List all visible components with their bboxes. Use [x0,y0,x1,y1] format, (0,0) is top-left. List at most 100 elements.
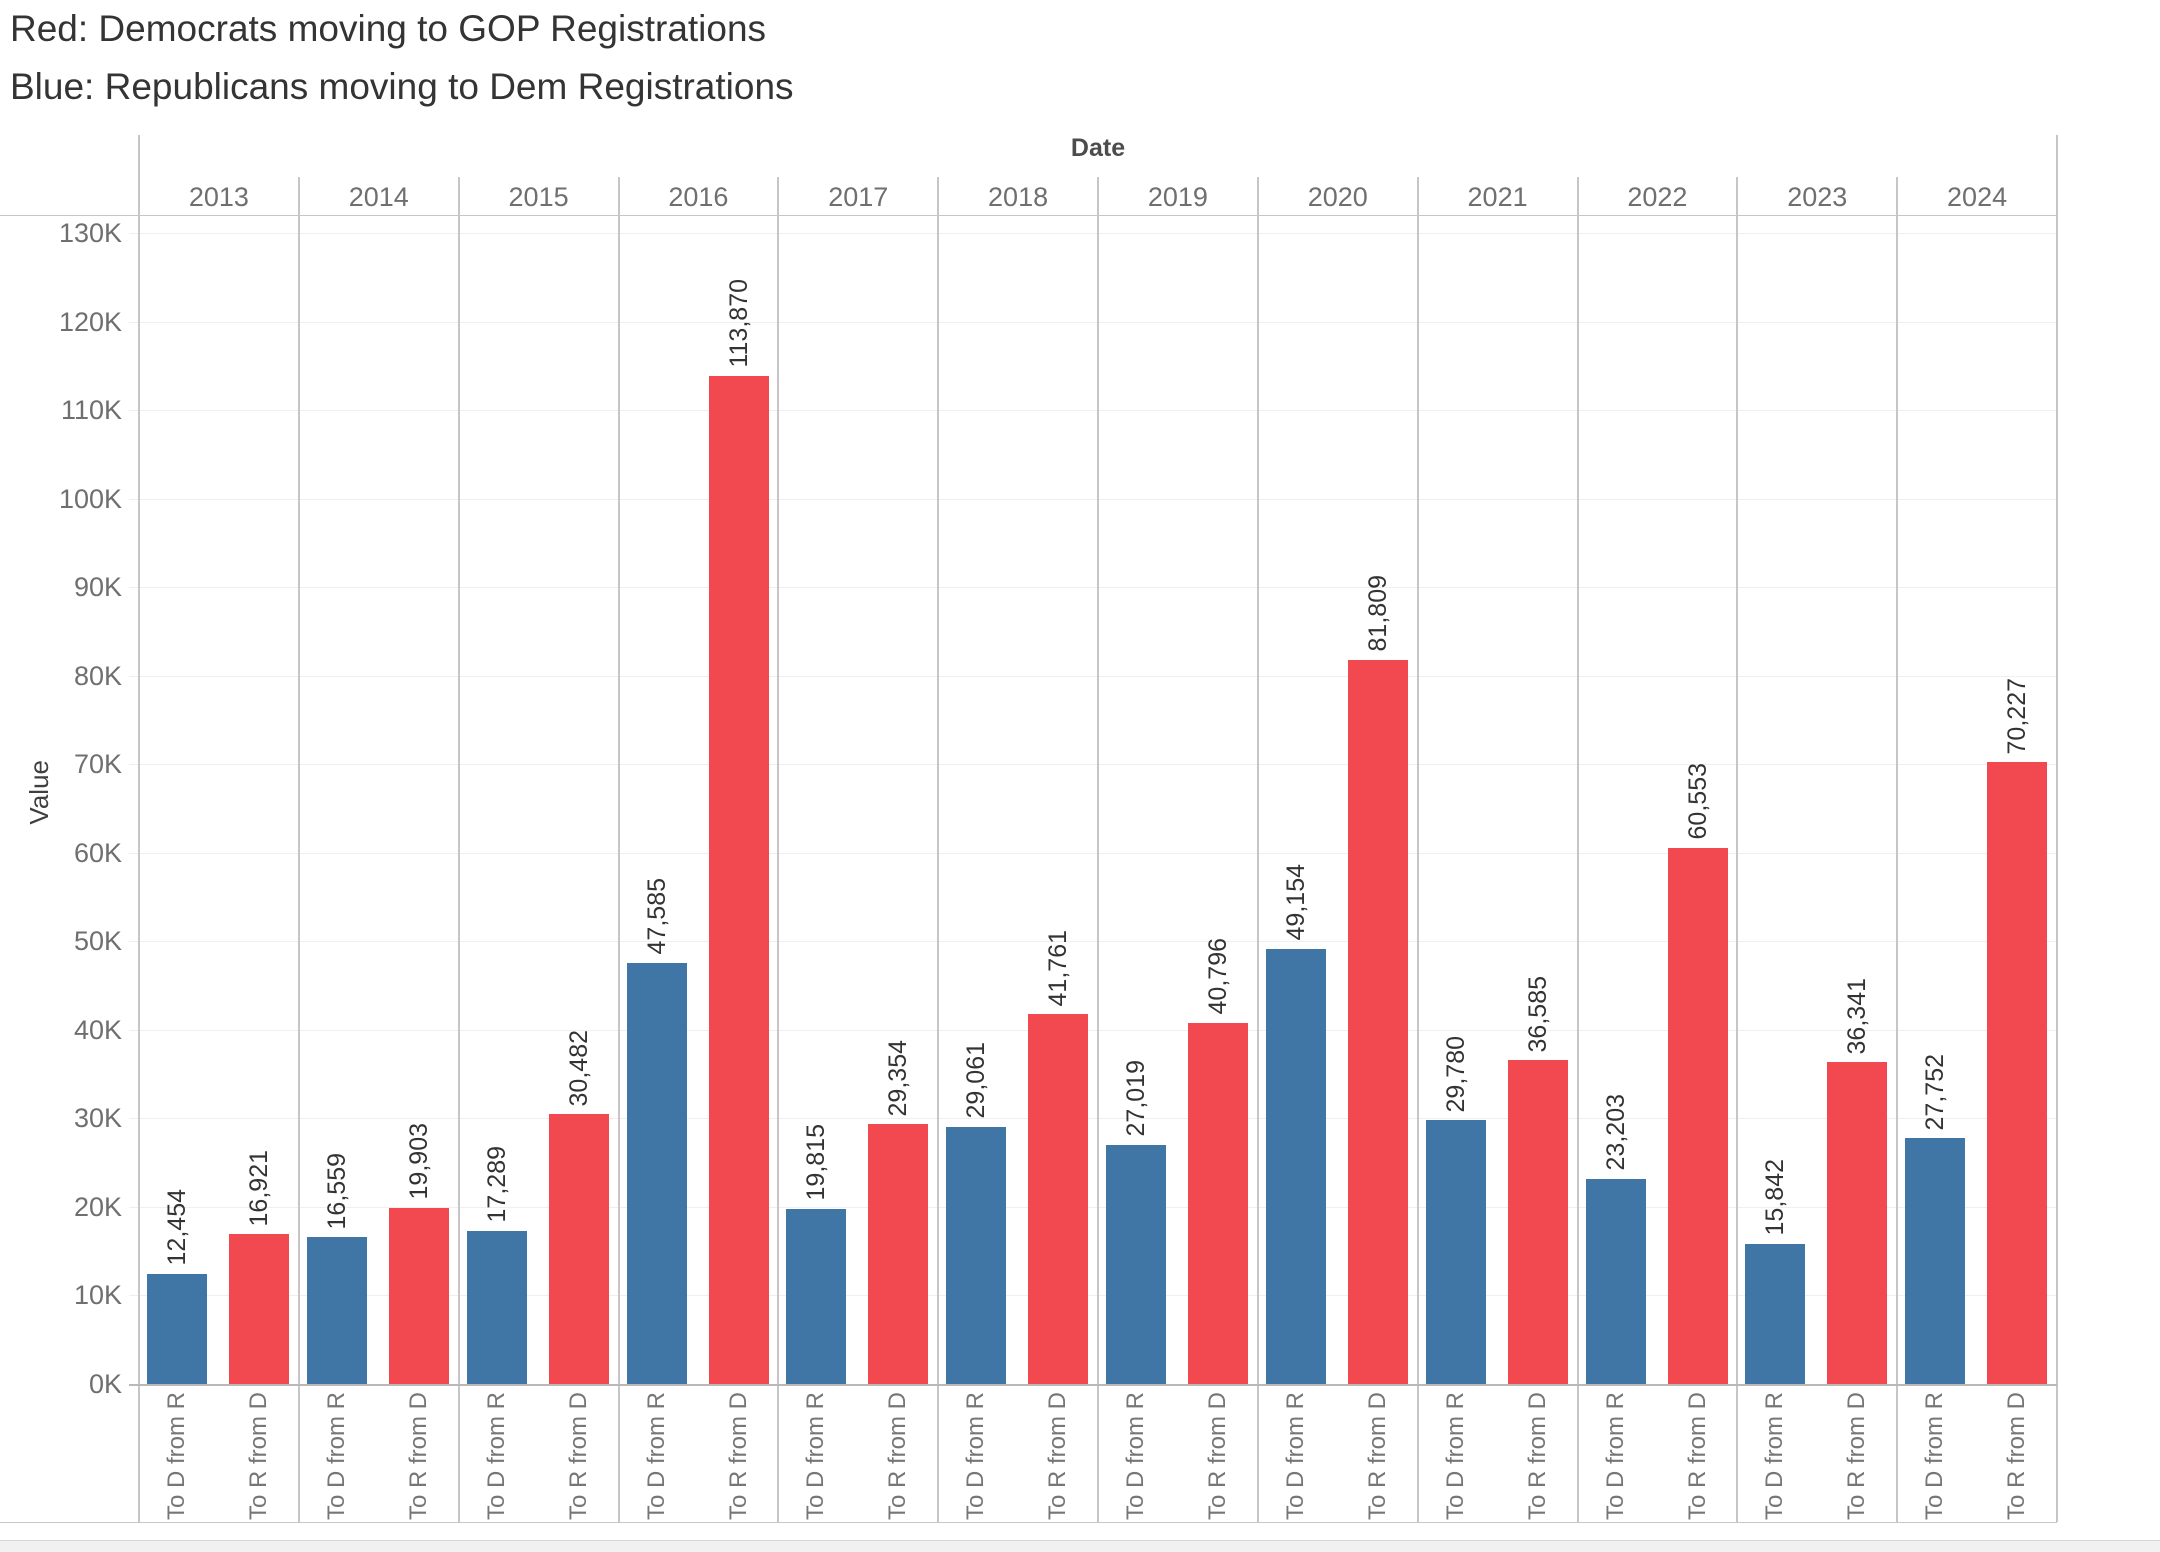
bar-value-label: 113,870 [724,279,753,368]
year-divider [1736,177,1739,1522]
gridline-40K [129,1029,2057,1031]
bar-2022-to-r-from-d[interactable] [1667,847,1728,1384]
bar-value-label: 47,585 [642,878,671,955]
year-label-2017: 2017 [828,182,889,212]
gridline-80K [129,675,2057,677]
bar-2023-to-r-from-d[interactable] [1827,1062,1888,1384]
bar-2015-to-d-from-r[interactable] [466,1230,527,1384]
gridline-60K [129,852,2057,854]
bar-2017-to-r-from-d[interactable] [868,1124,929,1384]
bar-value-label: 70,227 [2003,677,2032,755]
bar-2015-to-r-from-d[interactable] [548,1114,609,1384]
x-category-label: To R from D [2003,1392,2031,1521]
x-category-label: To D from R [482,1392,510,1521]
bar-value-label: 19,903 [404,1123,433,1200]
bar-2017-to-d-from-r[interactable] [786,1208,847,1384]
bar-value-label: 12,454 [163,1189,191,1266]
bar-2021-to-r-from-d[interactable] [1507,1060,1568,1384]
year-divider [777,177,780,1522]
bar-2020-to-r-from-d[interactable] [1347,659,1408,1384]
gridline-20K [129,1206,2057,1208]
y-tick-label-80K: 80K [73,660,122,691]
year-label-2022: 2022 [1627,182,1688,212]
x-category-label: To R from D [1044,1392,1072,1521]
y-tick-label-110K: 110K [60,395,122,426]
x-category-label: To R from D [884,1392,912,1521]
year-divider [1576,177,1579,1522]
x-category-label: To D from R [802,1392,830,1521]
y-tick-label-40K: 40K [73,1014,122,1045]
bar-2021-to-d-from-r[interactable] [1425,1120,1486,1384]
plot-border-top [0,215,2057,216]
bar-value-label: 81,809 [1363,575,1392,652]
y-tick-label-70K: 70K [73,749,122,780]
bar-2024-to-r-from-d[interactable] [1987,762,2048,1384]
x-category-label: To R from D [724,1392,752,1521]
plot-border-right [2056,135,2058,1522]
bar-value-label: 15,842 [1761,1159,1790,1236]
x-category-label: To D from R [322,1392,350,1521]
year-label-2014: 2014 [348,182,409,212]
y-tick-label-130K: 130K [58,218,122,248]
bar-value-label: 19,815 [802,1124,831,1201]
y-tick-label-10K: 10K [73,1280,122,1311]
x-category-label: To D from R [1122,1392,1149,1521]
label-area-bottom-border [0,1522,2057,1523]
bar-2020-to-d-from-r[interactable] [1265,948,1326,1384]
bar-value-label: 40,796 [1204,938,1232,1015]
bar-value-label: 41,761 [1044,929,1073,1007]
bar-value-label: 16,921 [245,1149,273,1227]
year-divider [617,177,620,1522]
bar-value-label: 27,752 [1921,1053,1950,1131]
x-axis-baseline [129,1384,2057,1386]
x-category-label: To D from R [1761,1392,1789,1521]
bar-value-label: 36,341 [1843,977,1872,1055]
y-tick-label-0K: 0K [88,1369,122,1399]
bar-2016-to-d-from-r[interactable] [626,962,687,1384]
gridline-10K [129,1295,2057,1297]
year-label-2015: 2015 [508,182,569,212]
bar-value-label: 30,482 [564,1029,593,1107]
bar-2014-to-d-from-r[interactable] [306,1237,367,1384]
year-divider [457,177,460,1522]
year-label-2021: 2021 [1467,182,1528,212]
plot-border-left [138,135,140,1522]
y-tick-label-90K: 90K [73,572,122,603]
bar-value-label: 29,780 [1441,1035,1470,1113]
y-tick-label-30K: 30K [73,1103,122,1134]
x-category-label: To R from D [1204,1392,1231,1521]
horizontal-scrollbar[interactable] [0,1540,2160,1552]
bar-2023-to-d-from-r[interactable] [1745,1243,1806,1384]
x-axis-title: Date [1070,134,1126,162]
chart-title-line2: Blue: Republicans moving to Dem Registra… [10,66,794,107]
year-divider [1256,177,1259,1522]
year-label-2023: 2023 [1787,182,1848,212]
x-category-label: To D from R [642,1392,670,1521]
bar-value-label: 17,289 [482,1146,511,1223]
bar-2014-to-r-from-d[interactable] [388,1207,449,1384]
year-label-2016: 2016 [668,182,729,212]
year-divider [297,177,300,1522]
bar-2024-to-d-from-r[interactable] [1905,1138,1966,1384]
bar-2013-to-r-from-d[interactable] [229,1234,289,1384]
bar-2019-to-r-from-d[interactable] [1188,1022,1248,1384]
bar-value-label: 27,019 [1122,1060,1150,1137]
x-category-label: To D from R [163,1392,190,1521]
y-tick-label-20K: 20K [73,1191,122,1222]
bar-value-label: 29,354 [884,1039,913,1117]
gridline-70K [129,764,2057,766]
bar-value-label: 16,559 [322,1152,351,1230]
bar-value-label: 49,154 [1281,864,1310,941]
gridline-50K [129,941,2057,943]
bar-2018-to-d-from-r[interactable] [946,1126,1007,1384]
x-category-label: To R from D [1363,1392,1391,1521]
x-category-label: To D from R [1281,1392,1309,1521]
y-tick-label-60K: 60K [73,837,122,868]
bar-2022-to-d-from-r[interactable] [1585,1178,1646,1384]
bar-2013-to-d-from-r[interactable] [147,1273,207,1384]
bar-2019-to-d-from-r[interactable] [1106,1144,1166,1384]
bar-2016-to-r-from-d[interactable] [708,375,769,1384]
x-category-label: To R from D [564,1392,592,1521]
gridline-100K [129,498,2057,500]
bar-2018-to-r-from-d[interactable] [1028,1014,1089,1384]
